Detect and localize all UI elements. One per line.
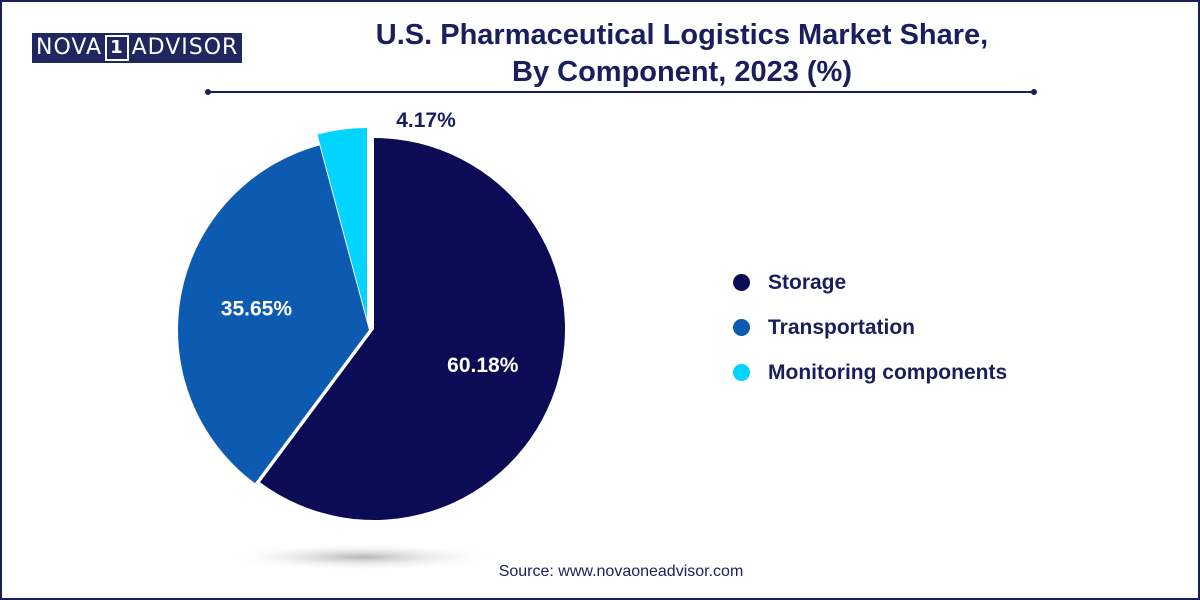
pie-label-transportation: 35.65% [221, 298, 293, 321]
legend-swatch-monitoring-components [733, 364, 750, 381]
pie-label-storage: 60.18% [447, 354, 519, 377]
pie-slice-transportation [178, 145, 369, 484]
legend-swatch-transportation [733, 319, 750, 336]
pie-slices [178, 128, 566, 520]
divider-dot-left [205, 89, 211, 95]
legend-item-monitoring-components: Monitoring components [733, 350, 1007, 395]
pie-shadow [222, 543, 502, 571]
pie-slice-storage [259, 138, 566, 520]
pie-slice-monitoring-components [317, 128, 367, 319]
brand-logo-advisor: ADVISOR [131, 35, 239, 60]
source-note: Source: www.novaoneadvisor.com [498, 563, 744, 580]
title-divider [208, 91, 1034, 93]
pie-label-monitoring-components: 4.17% [396, 109, 456, 132]
chart-title-line-2: By Component, 2023 (%) [512, 56, 852, 88]
legend-label-storage: Storage [768, 270, 847, 294]
brand-logo: NOVA 1 ADVISOR [32, 33, 243, 63]
legend-item-storage: Storage [733, 260, 1007, 305]
pie-labels: 60.18% 35.65% 4.17% [221, 109, 519, 377]
divider-dot-right [1031, 89, 1037, 95]
chart-title-line-1: U.S. Pharmaceutical Logistics Market Sha… [375, 19, 989, 51]
chart-title: U.S. Pharmaceutical Logistics Market Sha… [332, 17, 1032, 91]
legend-item-transportation: Transportation [733, 305, 1007, 350]
legend-label-transportation: Transportation [768, 315, 916, 339]
legend-swatch-storage [733, 274, 750, 291]
brand-logo-nova: NOVA [36, 35, 103, 60]
chart-legend: Storage Transportation Monitoring compon… [733, 260, 1007, 395]
brand-logo-one: 1 [105, 35, 129, 61]
legend-label-monitoring-components: Monitoring components [768, 360, 1008, 384]
